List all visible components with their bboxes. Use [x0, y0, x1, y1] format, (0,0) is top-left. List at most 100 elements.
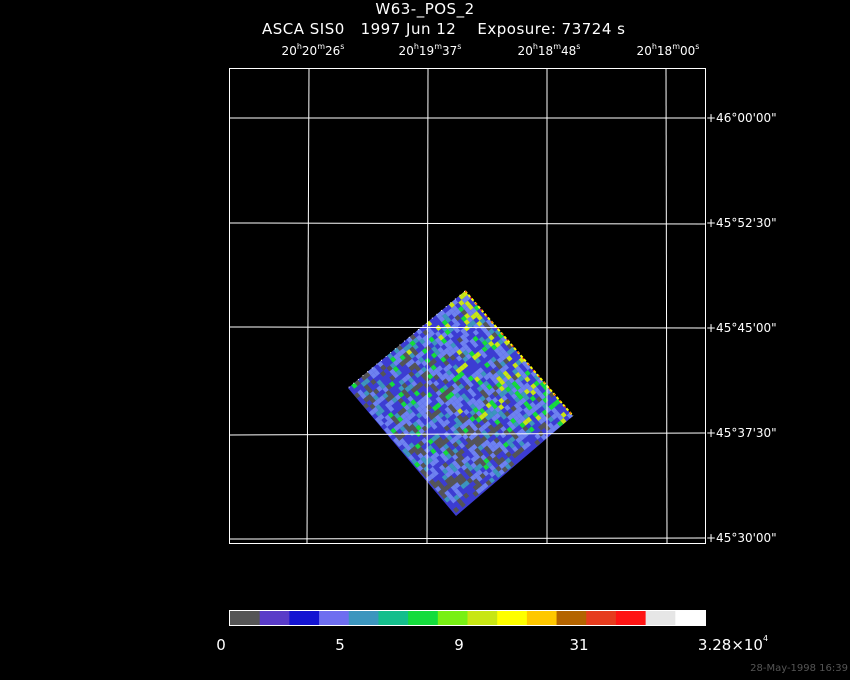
image-pixel [488, 412, 495, 419]
image-pixel [372, 406, 379, 414]
image-pixel [463, 492, 470, 499]
image-pixel [430, 358, 437, 365]
image-pixel [360, 380, 367, 387]
image-pixel [406, 336, 413, 343]
image-pixel [405, 451, 412, 458]
image-pixel [417, 381, 424, 388]
image-pixel [471, 444, 478, 451]
image-pixel [443, 353, 450, 360]
image-pixel [451, 305, 458, 312]
image-pixel [485, 331, 492, 338]
image-pixel [376, 379, 383, 386]
image-pixel [498, 385, 505, 392]
image-pixel [534, 433, 541, 440]
image-pixel [506, 439, 513, 446]
image-pixel [382, 392, 389, 399]
image-pixel [376, 385, 383, 392]
image-pixel [519, 415, 526, 423]
image-pixel [451, 388, 458, 396]
image-pixel [492, 468, 499, 475]
image-pixel [551, 401, 558, 408]
image-pixel [406, 426, 413, 433]
image-pixel [421, 348, 428, 355]
image-pixel [529, 407, 536, 415]
image-pixel [508, 461, 515, 468]
image-pixel [530, 389, 537, 396]
image-pixel [399, 360, 406, 367]
image-pixel [458, 442, 465, 449]
image-pixel [481, 346, 488, 353]
image-pixel [480, 383, 487, 390]
image-pixel [388, 393, 395, 400]
image-pixel [460, 334, 467, 341]
image-pixel [529, 395, 536, 402]
image-pixel [372, 394, 379, 401]
image-pixel [544, 412, 551, 420]
image-pixel [467, 375, 474, 382]
image-pixel [476, 475, 483, 482]
image-pixel [520, 397, 527, 404]
image-pixel [419, 403, 426, 410]
colorbar-swatch [556, 611, 587, 625]
image-pixel [453, 345, 460, 352]
image-pixel [451, 401, 458, 408]
image-pixel [536, 390, 543, 397]
image-pixel [482, 411, 489, 418]
image-pixel [454, 308, 461, 315]
image-pixel [415, 353, 422, 360]
image-pixel [412, 343, 419, 350]
image-pixel [459, 340, 466, 347]
image-pixel [432, 386, 439, 393]
image-pixel [511, 374, 518, 381]
image-pixel [501, 395, 508, 402]
image-pixel [522, 419, 529, 426]
image-pixel [454, 476, 461, 483]
image-pixel [417, 452, 424, 459]
image-pixel [504, 398, 511, 405]
image-pixel [533, 380, 540, 387]
image-pixel [411, 445, 418, 453]
image-pixel [451, 317, 458, 324]
image-pixel [491, 403, 498, 410]
image-pixel [480, 460, 487, 467]
image-pixel [444, 477, 451, 485]
image-pixel [485, 337, 492, 344]
colorbar-swatch [319, 611, 350, 625]
image-pixel [540, 434, 547, 441]
image-pixel [517, 387, 524, 394]
image-pixel [426, 457, 433, 464]
image-pixel [463, 337, 470, 344]
image-pixel [396, 357, 403, 364]
image-pixel [470, 391, 477, 398]
image-pixel [453, 506, 460, 513]
image-pixel [511, 393, 518, 400]
image-pixel [472, 329, 479, 336]
image-pixel [400, 407, 407, 414]
image-pixel [454, 386, 461, 393]
image-pixel [435, 408, 442, 415]
image-pixel [524, 441, 531, 448]
image-pixel [453, 488, 460, 495]
image-pixel [404, 386, 411, 393]
image-pixel [472, 335, 479, 342]
image-pixel [511, 387, 518, 394]
image-pixel [438, 489, 445, 496]
xray-image [347, 290, 574, 516]
image-pixel [462, 427, 469, 434]
image-pixel [444, 406, 451, 413]
image-pixel [454, 327, 461, 334]
image-pixel [439, 452, 446, 459]
image-pixel [502, 382, 509, 389]
image-pixel [460, 393, 467, 400]
image-pixel [409, 334, 416, 341]
image-pixel [474, 357, 481, 364]
image-pixel [483, 380, 490, 387]
image-pixel [524, 363, 531, 371]
image-pixel [500, 413, 507, 420]
image-pixel [438, 399, 445, 406]
image-pixel [402, 447, 409, 454]
image-pixel [501, 466, 508, 473]
image-pixel [490, 368, 497, 376]
plot-frame [229, 68, 706, 544]
